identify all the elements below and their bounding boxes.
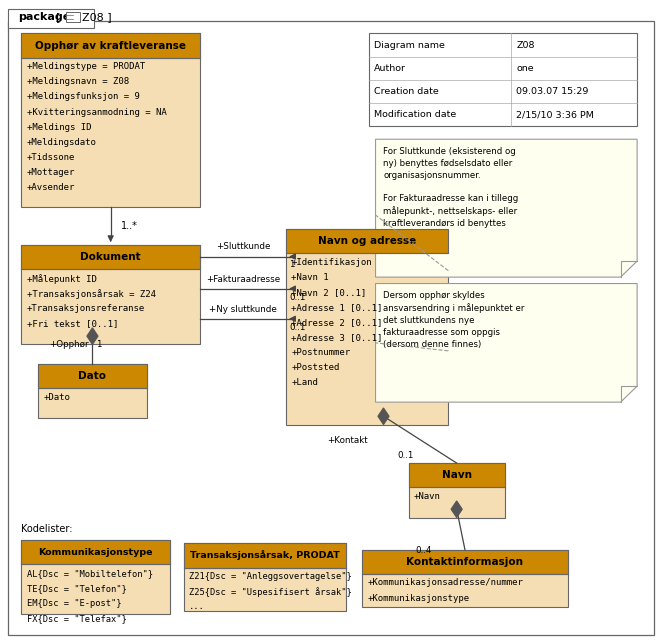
Text: +Kontakt: +Kontakt (327, 436, 368, 445)
Bar (66, 12, 80, 22)
Bar (286, 229, 448, 424)
Text: +Dato: +Dato (43, 393, 70, 402)
Text: +Ny sluttkunde: +Ny sluttkunde (209, 305, 277, 314)
Text: +Navn 1: +Navn 1 (291, 273, 329, 282)
Bar (184, 544, 346, 611)
Text: FX{Dsc = "Telefax"}: FX{Dsc = "Telefax"} (27, 614, 126, 623)
Text: +Meldings ID: +Meldings ID (27, 122, 91, 131)
Bar (21, 33, 200, 58)
Text: Creation date: Creation date (374, 87, 439, 96)
Text: Navn og adresse: Navn og adresse (318, 236, 416, 246)
Bar (21, 540, 170, 614)
Text: [: [ (57, 12, 61, 22)
Text: +Navn: +Navn (414, 492, 441, 501)
Bar (286, 229, 448, 253)
Text: +Tidssone: +Tidssone (27, 153, 75, 162)
Text: Kontaktinformasjon: Kontaktinformasjon (406, 557, 523, 567)
Text: TE{Dsc = "Telefon"}: TE{Dsc = "Telefon"} (27, 584, 126, 593)
Text: +Transaksjonsreferanse: +Transaksjonsreferanse (27, 304, 145, 313)
Text: 0..4: 0..4 (415, 545, 432, 554)
Text: package: package (18, 12, 70, 22)
Bar (21, 33, 200, 207)
Text: +Meldingsfunksjon = 9: +Meldingsfunksjon = 9 (27, 93, 140, 102)
Polygon shape (376, 139, 637, 277)
Text: 1: 1 (289, 260, 295, 269)
Text: 1: 1 (96, 340, 101, 349)
Text: +Identifikasjon: +Identifikasjon (291, 258, 372, 267)
Text: 2/15/10 3:36 PM: 2/15/10 3:36 PM (516, 110, 595, 119)
Bar (409, 463, 505, 488)
Text: Navn: Navn (442, 470, 471, 480)
Text: Modification date: Modification date (374, 110, 456, 119)
Bar (21, 540, 170, 564)
Bar (362, 549, 568, 607)
Text: Dersom opphør skyldes
ansvarsendring i målepunktet er
det sluttkundens nye
faktu: Dersom opphør skyldes ansvarsendring i m… (384, 291, 525, 348)
Text: AL{Dsc = "Mobiltelefon"}: AL{Dsc = "Mobiltelefon"} (27, 569, 152, 578)
Text: +Navn 2 [0..1]: +Navn 2 [0..1] (291, 288, 366, 297)
Text: +Mottager: +Mottager (27, 168, 75, 177)
Text: For Sluttkunde (eksisterend og
ny) benyttes fødselsdato eller
organisasjonsnumme: For Sluttkunde (eksisterend og ny) benyt… (384, 147, 519, 228)
Bar (362, 549, 568, 574)
Text: 09.03.07 15:29: 09.03.07 15:29 (516, 87, 589, 96)
Text: +Fakturaadresse: +Fakturaadresse (206, 274, 280, 283)
Bar (369, 33, 637, 126)
Text: Dokument: Dokument (80, 252, 141, 262)
Bar (21, 245, 200, 345)
Text: +Transaksjonsårsak = Z24: +Transaksjonsårsak = Z24 (27, 289, 156, 299)
Text: +Opphør: +Opphør (49, 340, 89, 349)
Polygon shape (451, 501, 462, 518)
Polygon shape (376, 283, 637, 402)
Text: +Meldingstype = PRODAT: +Meldingstype = PRODAT (27, 62, 145, 71)
Text: one: one (516, 64, 534, 73)
Text: Transaksjonsårsak, PRODAT: Transaksjonsårsak, PRODAT (190, 551, 340, 560)
Text: Dato: Dato (78, 371, 106, 381)
Text: +Kvitteringsanmodning = NA: +Kvitteringsanmodning = NA (27, 108, 166, 117)
Text: EM{Dsc = "E-post"}: EM{Dsc = "E-post"} (27, 599, 121, 608)
Bar (409, 463, 505, 518)
Text: Z21{Dsc = "Anleggsovertagelse"}: Z21{Dsc = "Anleggsovertagelse"} (189, 572, 352, 581)
Text: ...: ... (189, 602, 205, 611)
Text: +Sluttkunde: +Sluttkunde (216, 242, 270, 251)
Text: +Poststed: +Poststed (291, 363, 340, 372)
Text: +Målepunkt ID: +Målepunkt ID (27, 274, 96, 284)
Text: Z08 ]: Z08 ] (82, 12, 112, 22)
Text: +Kommunikasjonstype: +Kommunikasjonstype (368, 594, 469, 603)
Text: +Adresse 2 [0..1]: +Adresse 2 [0..1] (291, 318, 383, 327)
Bar (38, 364, 147, 388)
Bar (21, 245, 200, 269)
Polygon shape (87, 328, 98, 345)
Text: +Avsender: +Avsender (27, 183, 75, 192)
Text: +Fri tekst [0..1]: +Fri tekst [0..1] (27, 319, 118, 328)
Text: 0..1: 0..1 (289, 323, 306, 332)
Text: 0..1: 0..1 (397, 451, 414, 460)
Text: +Postnummer: +Postnummer (291, 348, 350, 357)
Text: 1..*: 1..* (120, 221, 138, 231)
Text: Z25{Dsc = "Uspesifisert årsak"}: Z25{Dsc = "Uspesifisert årsak"} (189, 587, 352, 597)
Text: +Meldingsdato: +Meldingsdato (27, 138, 96, 147)
Text: +Adresse 1 [0..1]: +Adresse 1 [0..1] (291, 303, 383, 312)
Text: +Kommunikasjonsadresse/nummer: +Kommunikasjonsadresse/nummer (368, 578, 523, 587)
Text: +Meldingsnavn = Z08: +Meldingsnavn = Z08 (27, 77, 129, 86)
Polygon shape (378, 408, 389, 424)
Text: Diagram name: Diagram name (374, 41, 445, 50)
Bar (184, 544, 346, 567)
Text: Author: Author (374, 64, 406, 73)
Text: Kodelister:: Kodelister: (21, 524, 72, 534)
Bar (38, 364, 147, 418)
Text: 0..1: 0..1 (289, 292, 306, 301)
FancyBboxPatch shape (8, 9, 94, 28)
Text: Z08: Z08 (516, 41, 535, 50)
Text: Kommunikasjonstype: Kommunikasjonstype (39, 547, 153, 556)
Text: +Adresse 3 [0..1]: +Adresse 3 [0..1] (291, 333, 383, 342)
Text: +Land: +Land (291, 379, 319, 388)
Text: Opphør av kraftleveranse: Opphør av kraftleveranse (35, 41, 186, 51)
